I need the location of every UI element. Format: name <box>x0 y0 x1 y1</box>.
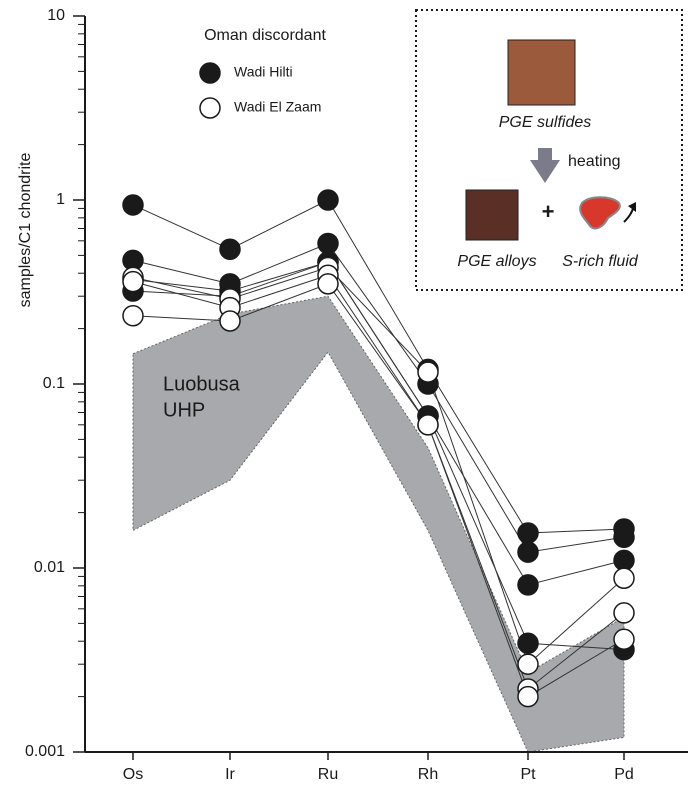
sample-point <box>418 415 438 435</box>
alloy-square <box>466 190 518 240</box>
sample-point <box>614 550 634 570</box>
x-tick-label: Os <box>123 766 143 783</box>
sample-point <box>123 306 143 326</box>
sample-point <box>614 603 634 623</box>
legend-title: Oman discordant <box>204 27 326 44</box>
chart: samples/C1 chondrite Luobusa UHP 0.001 0.01… <box>0 0 688 789</box>
sample-point <box>123 195 143 215</box>
x-tick-label: Ir <box>225 766 235 783</box>
y-tick-label: 1 <box>56 191 65 208</box>
inset-label: heating <box>568 153 621 170</box>
sample-point <box>220 311 240 331</box>
legend-label: Wadi El Zaam <box>234 99 321 115</box>
fluid-blob <box>580 197 620 228</box>
sample-point <box>614 527 634 547</box>
sample-point <box>614 568 634 588</box>
y-axis-label: samples/C1 chondrite <box>17 153 34 308</box>
sulfide-square <box>508 40 575 105</box>
y-tick-label: 10 <box>47 7 65 24</box>
inset-label: S-rich fluid <box>562 253 639 270</box>
x-tick-label: Rh <box>418 766 438 783</box>
legend-label: Wadi Hilti <box>234 64 293 80</box>
sample-point <box>220 239 240 259</box>
heating-arrow <box>530 148 560 183</box>
inset-label: PGE sulfides <box>499 114 591 131</box>
legend-marker <box>200 63 220 83</box>
sample-point <box>518 633 538 653</box>
sample-point <box>123 272 143 292</box>
sample-point <box>614 629 634 649</box>
x-tick-label: Pd <box>614 766 634 783</box>
sample-point <box>518 523 538 543</box>
sample-point <box>518 575 538 595</box>
x-tick-label: Ru <box>318 766 338 783</box>
legend-marker <box>200 98 220 118</box>
inset-label: PGE alloys <box>457 253 536 270</box>
sample-point <box>518 542 538 562</box>
y-tick-label: 0.001 <box>25 743 65 760</box>
x-tick-label: Pt <box>520 766 536 783</box>
sample-point <box>518 687 538 707</box>
sample-point <box>518 654 538 674</box>
sample-point <box>418 362 438 382</box>
range-label: Luobusa <box>163 373 241 395</box>
sample-point <box>318 234 338 254</box>
y-tick-label: 0.1 <box>43 375 65 392</box>
range-label: UHP <box>163 399 205 421</box>
sample-point <box>318 190 338 210</box>
inset-label: + <box>542 199 555 224</box>
sample-point <box>318 274 338 294</box>
y-tick-label: 0.01 <box>34 559 65 576</box>
